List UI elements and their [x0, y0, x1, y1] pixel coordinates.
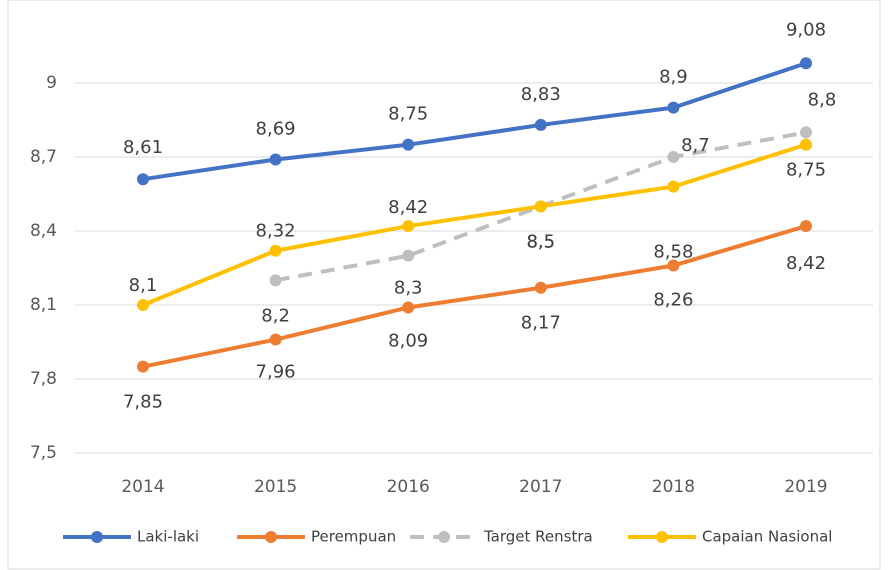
legend-marker — [438, 531, 450, 543]
data-label: 8,9 — [659, 67, 688, 88]
data-label: 8,1 — [129, 275, 158, 296]
data-label: 8,42 — [786, 253, 826, 274]
data-label: 8,26 — [653, 290, 693, 311]
data-label: 8,8 — [808, 89, 837, 110]
data-point — [402, 138, 415, 151]
data-point — [534, 281, 547, 294]
data-point — [800, 57, 812, 70]
data-point — [667, 259, 680, 272]
data-point — [800, 126, 812, 139]
data-label: 7,96 — [256, 362, 296, 383]
data-point — [137, 173, 149, 186]
legend-label: Capaian Nasional — [702, 528, 832, 546]
data-label: 8,83 — [521, 84, 561, 105]
y-tick-label: 8,4 — [30, 221, 57, 241]
data-point — [534, 118, 547, 131]
y-tick-label: 7,5 — [30, 443, 57, 463]
x-tick-label: 2015 — [254, 477, 297, 497]
data-label: 7,85 — [123, 392, 163, 413]
legend-label: Laki-laki — [137, 528, 199, 546]
data-point — [402, 301, 415, 314]
data-label: 8,75 — [388, 104, 428, 125]
data-point — [269, 274, 282, 287]
data-point — [667, 151, 680, 163]
y-tick-label: 8,7 — [30, 147, 57, 167]
x-tick-label: 2019 — [784, 477, 827, 497]
data-point — [667, 101, 680, 114]
x-tick-label: 2017 — [519, 477, 562, 497]
series-line — [142, 61, 807, 182]
data-point — [269, 244, 282, 257]
data-label: 8,58 — [653, 242, 693, 263]
legend-label: Target Renstra — [483, 528, 593, 546]
data-label: 8,09 — [388, 330, 428, 351]
data-label: 8,5 — [526, 231, 555, 252]
data-point — [269, 153, 282, 166]
legend-marker — [656, 531, 668, 543]
x-tick-label: 2018 — [652, 477, 695, 497]
data-label: 9,08 — [786, 19, 826, 40]
y-tick-label: 7,8 — [30, 369, 57, 389]
data-label: 8,61 — [123, 137, 163, 158]
data-point — [800, 138, 812, 151]
data-point — [800, 220, 812, 233]
y-tick-label: 9 — [46, 73, 57, 93]
data-point — [137, 299, 149, 311]
data-label: 8,32 — [256, 221, 296, 242]
legend-label: Perempuan — [311, 528, 396, 546]
legend-marker — [265, 531, 277, 543]
y-tick-label: 8,1 — [30, 295, 57, 315]
x-tick-label: 2016 — [387, 477, 430, 497]
data-point — [269, 333, 282, 346]
data-label: 8,75 — [786, 160, 826, 181]
data-point — [402, 220, 415, 233]
chart-frame — [7, 0, 881, 570]
data-point — [137, 360, 149, 373]
data-point — [534, 200, 547, 213]
data-label: 8,17 — [521, 313, 561, 334]
data-label: 8,69 — [256, 118, 296, 139]
x-tick-label: 2014 — [121, 477, 164, 497]
data-label: 8,5 — [526, 231, 555, 252]
data-label: 8,3 — [394, 278, 423, 299]
data-label: 8,42 — [388, 197, 428, 218]
data-label: 8,7 — [681, 135, 710, 156]
series-line — [142, 224, 807, 369]
data-point — [402, 249, 415, 262]
data-label: 8,2 — [261, 305, 290, 326]
series-line — [142, 142, 807, 307]
legend-marker — [91, 531, 103, 543]
data-point — [667, 180, 680, 193]
